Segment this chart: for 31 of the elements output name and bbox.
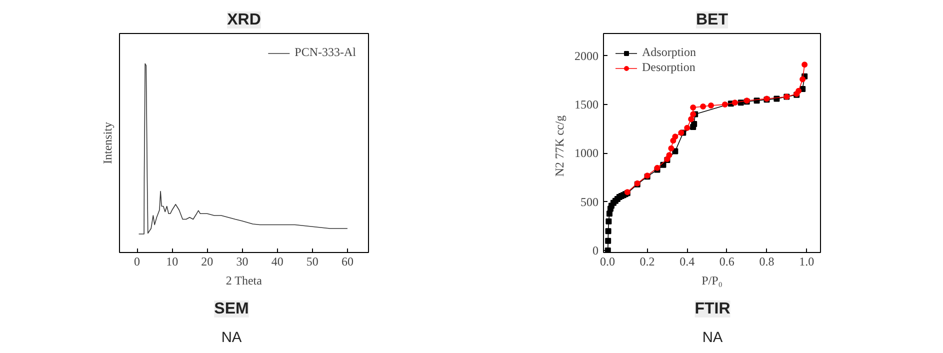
y-axis-title: Intensity <box>100 122 114 164</box>
x-tick-label: 0.8 <box>759 254 774 268</box>
x-tick-label: 20 <box>201 254 214 268</box>
x-tick-label: 10 <box>166 254 178 268</box>
x-axis-title: P/P₀ <box>702 274 722 288</box>
x-tick-label: 0 <box>134 254 140 268</box>
x-tick-label: 40 <box>271 254 284 268</box>
legend-label: Adsorption <box>642 45 696 60</box>
x-tick-label: 1.0 <box>799 254 814 268</box>
y-tick-label: 0 <box>592 244 598 258</box>
chart-title: BET <box>696 12 728 28</box>
text: NA <box>221 330 242 346</box>
legend-label: PCN-333-Al <box>294 45 356 60</box>
y-tick-label: 500 <box>580 194 598 209</box>
x-tick-label: 30 <box>236 254 248 268</box>
x-tick-label: 60 <box>341 254 354 268</box>
legend-label: Desorption <box>642 60 696 75</box>
y-tick-label: 1000 <box>574 146 598 160</box>
x-tick-label: 0.0 <box>600 254 615 268</box>
x-axis-title: 2 Theta <box>226 274 263 288</box>
text: SEM <box>214 300 249 318</box>
x-tick-label: 0.6 <box>719 254 734 268</box>
x-tick-label: 50 <box>306 254 318 268</box>
y-tick-label: 1500 <box>574 98 598 112</box>
x-tick-label: 0.4 <box>680 254 695 268</box>
text: NA <box>702 330 723 346</box>
y-tick-label: 2000 <box>574 48 598 63</box>
y-axis-title: N2 77K cc/g <box>552 115 566 177</box>
chart-title: XRD <box>227 12 261 28</box>
text: FTIR <box>694 300 731 318</box>
x-tick-label: 0.2 <box>640 254 655 268</box>
